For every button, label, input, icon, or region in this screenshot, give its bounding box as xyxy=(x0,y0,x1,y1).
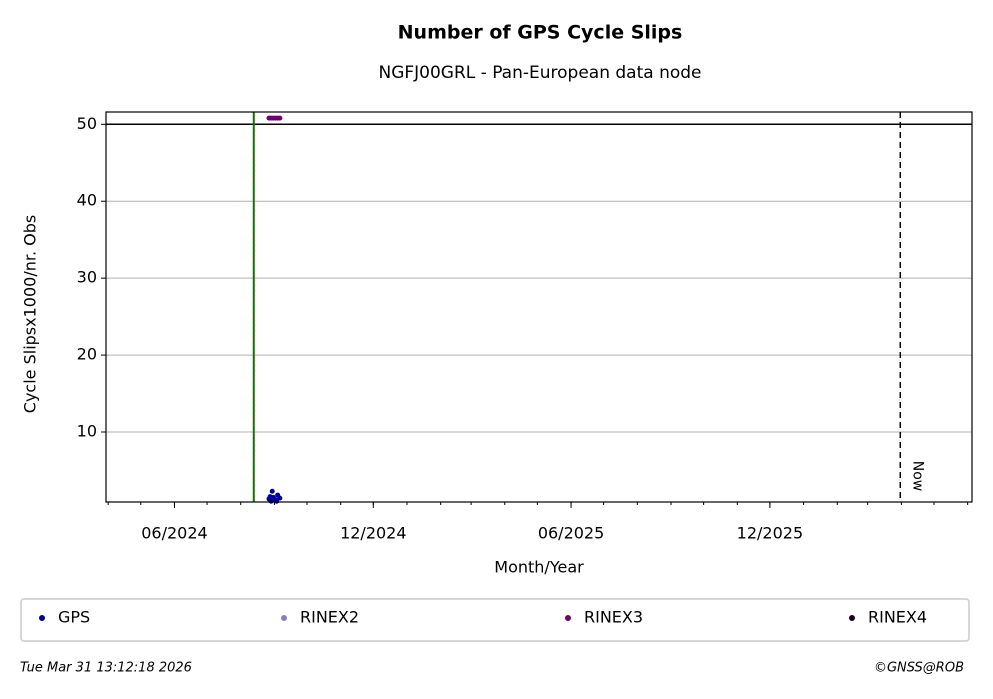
footer-date: Tue Mar 31 13:12:18 2026 xyxy=(20,661,192,676)
x-tick-label: 06/2024 xyxy=(141,524,207,543)
y-tick-label: 30 xyxy=(77,268,97,287)
legend-box xyxy=(20,598,970,642)
y-tick-label: 20 xyxy=(77,345,97,364)
x-tick-label: 06/2025 xyxy=(538,524,604,543)
legend-label: RINEX2 xyxy=(300,608,359,627)
plot-frame xyxy=(105,111,973,503)
data-point xyxy=(277,115,283,121)
y-tick-label: 50 xyxy=(77,114,97,133)
x-tick-label: 12/2024 xyxy=(340,524,406,543)
y-tick-label: 40 xyxy=(77,191,97,210)
data-point xyxy=(269,488,275,494)
now-label: Now xyxy=(909,461,925,492)
data-point xyxy=(277,495,283,501)
legend-marker xyxy=(281,615,287,621)
chart-subtitle: NGFJ00GRL - Pan-European data node xyxy=(378,63,701,83)
x-tick-label: 12/2025 xyxy=(737,524,803,543)
legend-label: GPS xyxy=(58,608,90,627)
legend-label: RINEX3 xyxy=(584,608,643,627)
chart-title: Number of GPS Cycle Slips xyxy=(398,22,683,44)
legend-label: RINEX4 xyxy=(868,608,927,627)
y-tick-label: 10 xyxy=(77,422,97,441)
legend-marker xyxy=(39,615,45,621)
footer-credit: ©GNSS@ROB xyxy=(874,661,964,676)
y-axis-label: Cycle Slipsx1000/nr. Obs xyxy=(21,215,40,413)
x-axis-label: Month/Year xyxy=(494,558,584,577)
legend-marker xyxy=(849,615,855,621)
legend-marker xyxy=(565,615,571,621)
